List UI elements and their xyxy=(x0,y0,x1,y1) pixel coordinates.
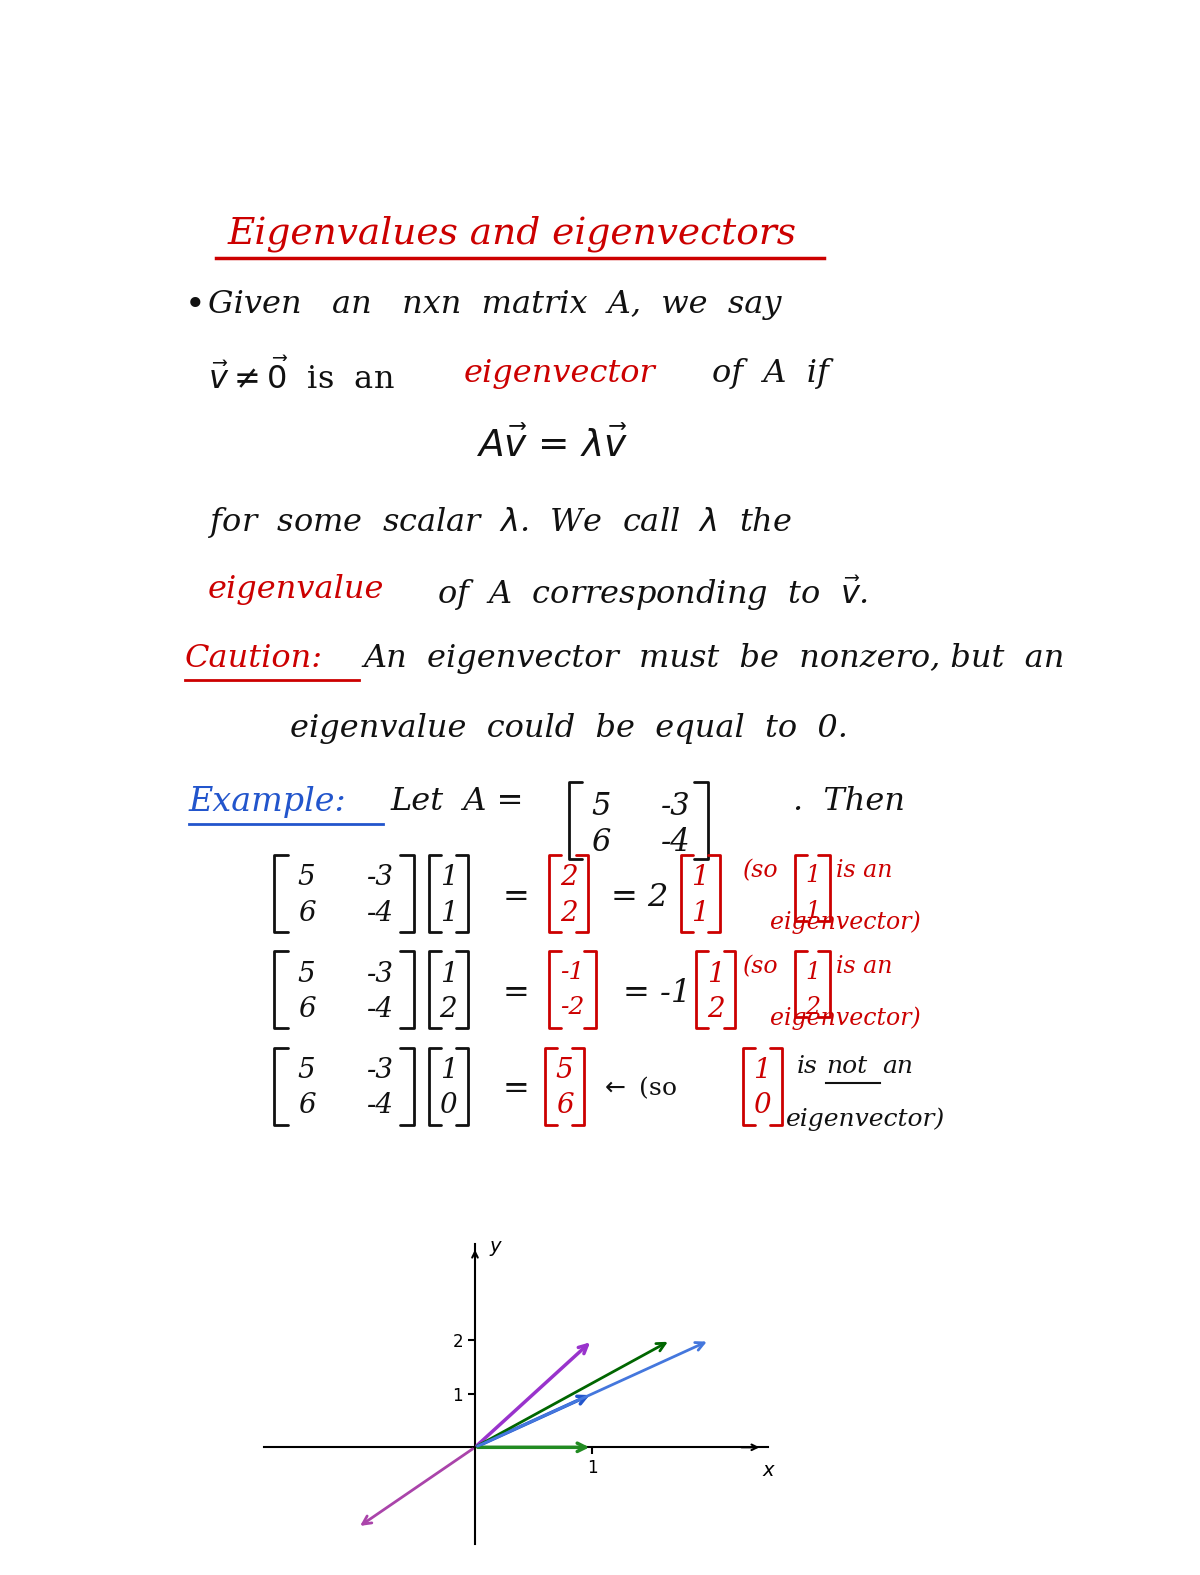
Text: -4: -4 xyxy=(367,995,395,1022)
Text: Caution:: Caution: xyxy=(185,643,323,674)
Text: 2: 2 xyxy=(707,995,725,1022)
Text: not: not xyxy=(826,1055,866,1079)
Text: (so: (so xyxy=(743,954,779,978)
Text: (so: (so xyxy=(743,858,779,882)
Text: =: = xyxy=(503,1074,529,1106)
Text: .  Then: . Then xyxy=(793,786,905,817)
Text: 2: 2 xyxy=(805,995,820,1019)
Text: Example:: Example: xyxy=(188,786,347,817)
Text: is an: is an xyxy=(836,858,893,882)
Text: eigenvector): eigenvector) xyxy=(786,1107,944,1131)
Text: -3: -3 xyxy=(367,865,395,891)
Text: of  A  if: of A if xyxy=(712,359,829,389)
Text: 1: 1 xyxy=(439,961,457,988)
Text: -1: -1 xyxy=(560,961,584,983)
Text: eigenvector): eigenvector) xyxy=(770,910,920,934)
Text: 2: 2 xyxy=(559,865,577,891)
Text: of  A  corresponding  to  $\vec{v}$.: of A corresponding to $\vec{v}$. xyxy=(437,573,868,613)
Text: $A\vec{v}$ = $\lambda\vec{v}$: $A\vec{v}$ = $\lambda\vec{v}$ xyxy=(475,428,628,465)
Text: eigenvector: eigenvector xyxy=(464,359,655,389)
Text: = 2: = 2 xyxy=(611,882,668,914)
Text: 1: 1 xyxy=(439,899,457,926)
Text: is an: is an xyxy=(836,954,893,978)
Text: 6: 6 xyxy=(298,995,316,1022)
Text: = -1: = -1 xyxy=(623,978,691,1010)
Text: -3: -3 xyxy=(367,961,395,988)
Text: 2: 2 xyxy=(559,899,577,926)
Text: 0: 0 xyxy=(754,1091,772,1120)
Text: 2: 2 xyxy=(439,995,457,1022)
Text: Let  A =: Let A = xyxy=(390,786,523,817)
Text: 1: 1 xyxy=(439,1057,457,1084)
Text: -4: -4 xyxy=(367,1091,395,1120)
Text: $\leftarrow$ (so: $\leftarrow$ (so xyxy=(600,1074,677,1101)
Text: 5: 5 xyxy=(298,865,316,891)
Text: Given   an   nxn  matrix  A,  we  say: Given an nxn matrix A, we say xyxy=(208,290,781,320)
Text: -4: -4 xyxy=(367,899,395,926)
Text: 6: 6 xyxy=(298,1091,316,1120)
Text: an: an xyxy=(882,1055,913,1079)
Text: 5: 5 xyxy=(298,961,316,988)
Text: 5: 5 xyxy=(592,791,611,822)
Text: 6: 6 xyxy=(298,899,316,926)
Text: -3: -3 xyxy=(367,1057,395,1084)
Text: is: is xyxy=(797,1055,818,1079)
Text: 1: 1 xyxy=(805,865,820,887)
Text: 5: 5 xyxy=(298,1057,316,1084)
Text: Eigenvalues and eigenvectors: Eigenvalues and eigenvectors xyxy=(228,216,797,252)
Text: An  eigenvector  must  be  nonzero, but  an: An eigenvector must be nonzero, but an xyxy=(364,643,1064,674)
Text: for  some  scalar  $\lambda$.  We  call  $\lambda$  the: for some scalar $\lambda$. We call $\lam… xyxy=(208,504,792,540)
Text: •: • xyxy=(185,290,205,323)
Text: =: = xyxy=(503,882,529,914)
Text: =: = xyxy=(503,978,529,1010)
Text: 6: 6 xyxy=(556,1091,574,1120)
Text: 5: 5 xyxy=(556,1057,574,1084)
Text: x: x xyxy=(762,1460,774,1479)
Text: 1: 1 xyxy=(805,961,820,983)
Text: 1: 1 xyxy=(691,899,709,926)
Text: $\vec{v}\neq\vec{0}$  is  an: $\vec{v}\neq\vec{0}$ is an xyxy=(208,359,395,395)
Text: 6: 6 xyxy=(592,827,611,857)
Text: y: y xyxy=(490,1238,500,1257)
Text: 1: 1 xyxy=(439,865,457,891)
Text: 1: 1 xyxy=(754,1057,772,1084)
Text: 1: 1 xyxy=(805,899,820,923)
Text: eigenvalue: eigenvalue xyxy=(208,573,385,605)
Text: 0: 0 xyxy=(439,1091,457,1120)
Text: 1: 1 xyxy=(691,865,709,891)
Text: -3: -3 xyxy=(661,791,690,822)
Text: -2: -2 xyxy=(560,995,584,1019)
Text: eigenvalue  could  be  equal  to  0.: eigenvalue could be equal to 0. xyxy=(289,712,847,743)
Text: -4: -4 xyxy=(661,827,690,857)
Text: eigenvector): eigenvector) xyxy=(770,1006,920,1030)
Text: 1: 1 xyxy=(707,961,725,988)
